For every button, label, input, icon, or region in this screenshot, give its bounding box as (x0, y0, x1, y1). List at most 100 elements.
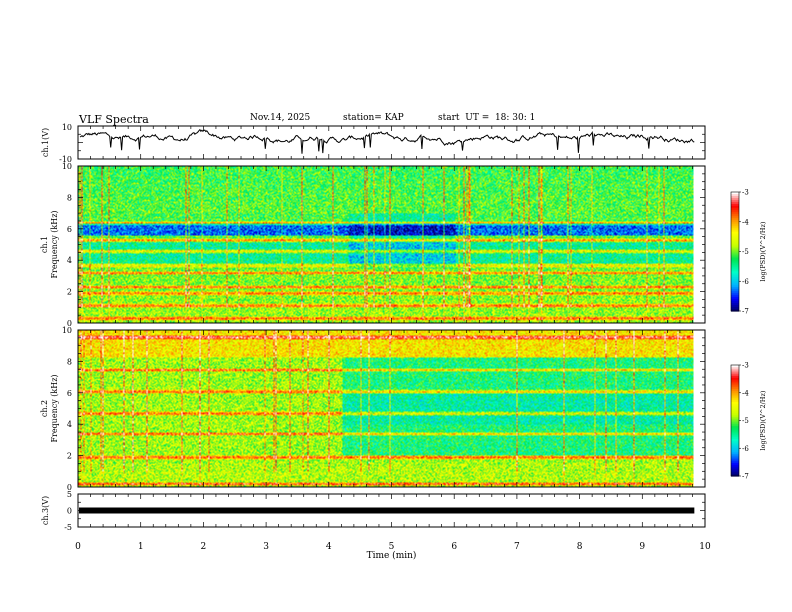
station-label: station= KAP (343, 113, 404, 123)
colorbar-segment (731, 383, 739, 386)
colorbar-segment (731, 271, 739, 274)
colorbar-segment (731, 265, 739, 268)
colorbar-segment (731, 279, 739, 282)
colorbar-segment (731, 366, 739, 370)
ch1-spectrogram-ylabel: Frequency (kHz) (50, 210, 59, 278)
colorbar-segment (731, 424, 739, 427)
colorbar-segment (731, 199, 739, 203)
colorbar-segment (731, 247, 739, 251)
x-tick-label: 10 (699, 542, 711, 552)
colorbar-segment (731, 269, 739, 272)
colorbar-segment (731, 197, 739, 201)
y-tick-label: -5 (64, 523, 72, 532)
colorbar-segment (731, 370, 739, 373)
colorbar-segment (731, 440, 739, 444)
colorbar-segment (731, 435, 739, 438)
ch1-waveform-panel: 10 -10 ch.1(V) (41, 123, 706, 164)
colorbar-segment (731, 291, 739, 294)
y-tick-label: 10 (62, 162, 72, 171)
colorbar-segment (731, 309, 739, 312)
colorbar-segment (731, 394, 739, 398)
colorbar-segment (731, 209, 739, 213)
y-tick-label: 6 (67, 225, 72, 234)
colorbar-tick-label: -5 (742, 417, 749, 425)
colorbar-segment (731, 389, 739, 392)
y-tick-label: 8 (67, 357, 72, 366)
colorbar-segment (731, 221, 739, 225)
colorbar-segment (731, 390, 739, 394)
colorbar-segment (731, 418, 739, 422)
colorbar-segment (731, 413, 739, 416)
colorbar-tick-label: -4 (742, 218, 749, 226)
colorbar-segment (731, 215, 739, 219)
colorbar-segment (731, 231, 739, 235)
colorbar-segment (731, 427, 739, 431)
colorbar-segment (731, 433, 739, 436)
y-tick-label: 0 (67, 483, 72, 492)
colorbar-segment (731, 442, 739, 446)
colorbar-segment (731, 379, 739, 383)
x-tick-label: 0 (75, 542, 81, 552)
colorbar-segment (731, 444, 739, 447)
colorbar-segment (731, 227, 739, 231)
colorbar-segment (731, 407, 739, 410)
colorbar-segment (731, 437, 739, 440)
x-tick-label: 8 (577, 542, 583, 552)
colorbar-segment (731, 398, 739, 401)
spectrogram-image (78, 166, 694, 323)
colorbar-segment (731, 455, 739, 459)
colorbar-segment (731, 267, 739, 270)
colorbar-segment (731, 414, 739, 418)
ch1-colorbar: -3 -4 -5 -6 -7 log(PSD)(V^2/Hz) (730, 189, 767, 316)
colorbar-segment (731, 237, 739, 241)
x-tick-label: 4 (326, 542, 332, 552)
colorbar-segment (731, 289, 739, 292)
colorbar-segment (731, 277, 739, 280)
colorbar-segment (731, 241, 739, 245)
colorbar-segment (731, 295, 739, 298)
x-tick-label: 5 (389, 542, 395, 552)
colorbar-segment (731, 468, 739, 472)
colorbar-segment (731, 229, 739, 233)
figure-title: VLF Spectra (79, 113, 149, 126)
y-tick-label: 6 (67, 389, 72, 398)
colorbar-segment (731, 205, 739, 209)
colorbar-segment (731, 307, 739, 310)
colorbar-segment (731, 446, 739, 449)
colorbar-segment (731, 251, 739, 255)
colorbar-segment (731, 275, 739, 278)
colorbar-segment (731, 273, 739, 276)
ch2-colorbar: -3 -4 -5 -6 -7 log(PSD)(V^2/Hz) (730, 362, 767, 481)
colorbar-segment (731, 243, 739, 247)
colorbar-segment (731, 409, 739, 412)
y-tick-label: 0 (67, 319, 72, 328)
colorbar-segment (731, 464, 739, 468)
x-tick-label: 9 (639, 542, 645, 552)
colorbar-segment (731, 293, 739, 296)
y-tick-label: 8 (67, 193, 72, 202)
ch2-spectrogram-ylabel: Frequency (kHz) (50, 374, 59, 442)
x-tick-label: 7 (514, 542, 520, 552)
colorbar-segment (731, 461, 739, 464)
colorbar-segment (731, 287, 739, 290)
x-tick-label: 3 (263, 542, 269, 552)
colorbar-segment (731, 400, 739, 403)
colorbar-segment (731, 297, 739, 300)
ch3-ylabel: ch.3(V) (41, 496, 50, 525)
colorbar-segment (731, 201, 739, 205)
colorbar-segment (731, 255, 739, 259)
colorbar-segment (731, 372, 739, 375)
colorbar-segment (731, 217, 739, 221)
y-tick-label: 10 (62, 326, 72, 335)
colorbar-segment (731, 219, 739, 223)
colorbar-tick-label: -4 (742, 389, 749, 397)
spectrogram-image (78, 330, 694, 487)
colorbar-segment (731, 193, 739, 197)
x-axis-label: Time (min) (367, 550, 417, 561)
colorbar-segment (731, 192, 739, 195)
colorbar-segment (731, 223, 739, 227)
y-tick-label: 10 (62, 123, 72, 132)
colorbar-segment (731, 281, 739, 284)
colorbar-tick-label: -7 (742, 308, 749, 316)
colorbar-segment (731, 377, 739, 381)
